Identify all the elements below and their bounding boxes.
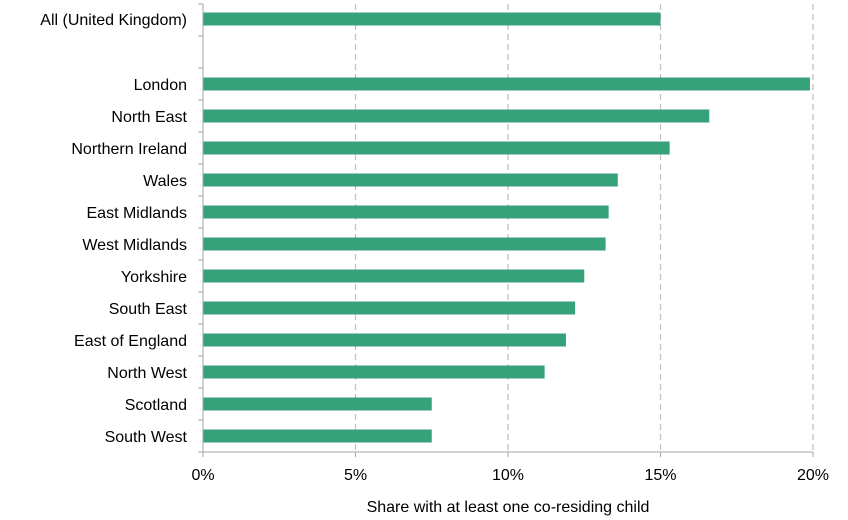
category-label-9: East of England	[74, 333, 187, 350]
category-label-7: Yorkshire	[121, 269, 187, 286]
x-tick-labels: 0% 5% 10% 15% 20%	[191, 467, 829, 484]
bar-5	[203, 205, 609, 219]
category-label-4: Wales	[143, 173, 187, 190]
axes	[198, 3, 814, 457]
category-label-6: West Midlands	[82, 237, 187, 254]
category-label-10: North West	[107, 365, 187, 382]
x-tick-label-1: 5%	[344, 467, 367, 484]
bar-4	[203, 173, 618, 187]
bar-8	[203, 301, 576, 315]
x-axis-title: Share with at least one co-residing chil…	[367, 499, 650, 516]
x-tick-label-2: 10%	[492, 467, 524, 484]
gridlines	[354, 4, 814, 452]
category-labels: All (United Kingdom) London North East Nort…	[40, 12, 187, 446]
category-label-2: North East	[111, 109, 187, 126]
category-label-5: East Midlands	[87, 205, 188, 222]
category-label-11: Scotland	[125, 397, 187, 414]
bar-1	[203, 77, 810, 91]
x-tick-label-4: 20%	[797, 467, 829, 484]
bars	[203, 12, 810, 443]
bar-2	[203, 109, 710, 123]
bar-10	[203, 365, 545, 379]
x-tick-label-3: 15%	[644, 467, 676, 484]
category-label-3: Northern Ireland	[71, 141, 187, 158]
bar-0	[203, 12, 661, 26]
x-tick-label-0: 0%	[191, 467, 214, 484]
bar-6	[203, 237, 606, 251]
bar-11	[203, 397, 432, 411]
bar-9	[203, 333, 566, 347]
category-label-1: London	[134, 77, 187, 94]
category-label-8: South East	[109, 301, 188, 318]
category-label-0: All (United Kingdom)	[40, 12, 187, 29]
bar-7	[203, 269, 585, 283]
bar-3	[203, 141, 670, 155]
bar-12	[203, 429, 432, 443]
category-label-12: South West	[105, 429, 188, 446]
